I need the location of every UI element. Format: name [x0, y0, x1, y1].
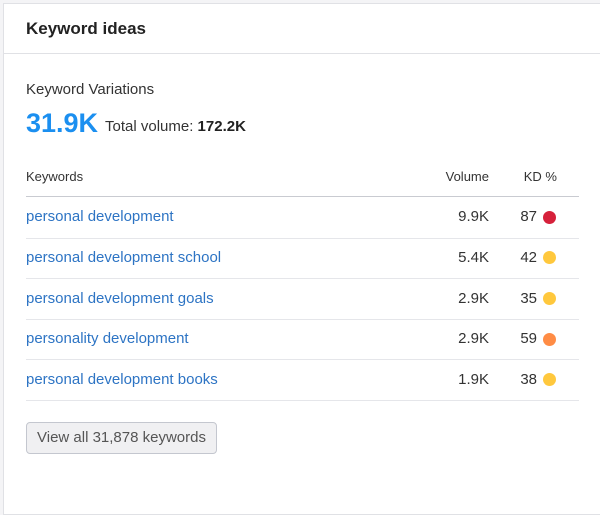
total-label: Total volume:	[105, 118, 194, 135]
summary-value: 31.9K	[26, 108, 99, 138]
keyword-link[interactable]: personal development	[26, 208, 174, 226]
keyword-link[interactable]: personal development goals	[26, 289, 214, 307]
row-divider	[26, 400, 579, 401]
row-divider	[26, 278, 579, 280]
keyword-link[interactable]: personal development school	[26, 248, 222, 266]
card-title: Keyword ideas	[26, 19, 146, 38]
kd-value: 38	[520, 370, 537, 388]
table-header-divider	[26, 196, 579, 197]
summary-label: Keyword Variations	[26, 81, 155, 98]
kd-value: 35	[520, 289, 537, 307]
kd-indicator	[543, 251, 556, 265]
kd-indicator	[543, 373, 556, 387]
kd-indicator	[543, 332, 556, 346]
kd-indicator	[543, 210, 556, 224]
total-value: 172.2K	[197, 118, 246, 135]
kd-value: 42	[520, 248, 537, 266]
volume: 2.9K	[458, 289, 489, 307]
volume: 9.9K	[458, 208, 489, 226]
keyword-link[interactable]: personality development	[26, 330, 189, 348]
row-divider	[26, 318, 579, 320]
volume: 5.4K	[458, 248, 489, 266]
kd-value: 87	[520, 208, 537, 226]
volume: 1.9K	[458, 370, 489, 388]
keyword-ideas-card: Keyword ideas Keyword Variations 31.9K T…	[3, 3, 600, 515]
column-header[interactable]: KD %	[523, 169, 557, 184]
kd-indicator	[543, 292, 556, 305]
row-divider	[26, 359, 579, 361]
divider	[4, 53, 600, 54]
column-header: Keywords	[26, 169, 84, 184]
view-all-button[interactable]: View all 31,878 keywords	[26, 422, 217, 454]
row-divider	[26, 237, 579, 239]
keyword-link[interactable]: personal development books	[26, 370, 218, 388]
column-header[interactable]: Volume	[445, 169, 489, 184]
total-volume: Total volume: 172.2K	[105, 117, 246, 137]
kd-value: 59	[520, 330, 537, 348]
volume: 2.9K	[458, 330, 489, 348]
